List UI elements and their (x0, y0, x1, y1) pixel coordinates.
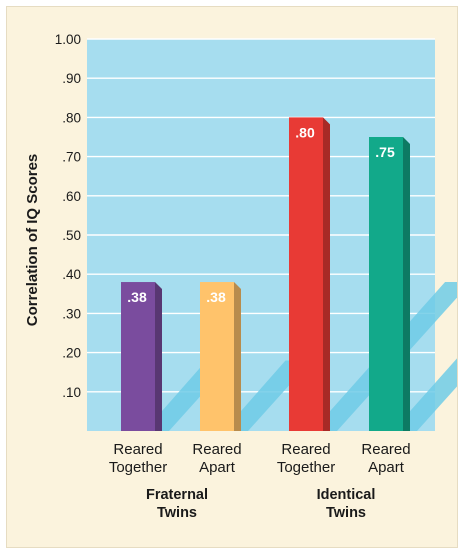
category-label: Reared (192, 441, 241, 458)
y-tick-label: .30 (62, 306, 81, 321)
data-label: .80 (295, 124, 315, 140)
y-tick-label: .50 (62, 228, 81, 243)
bars: .38 .38 .80 .75 (121, 117, 410, 432)
category-labels: RearedTogetherRearedApartRearedTogetherR… (109, 441, 411, 476)
bar-side (403, 137, 410, 431)
group-labels: Fraternal Twins Identical Twins (146, 487, 375, 521)
y-tick-label: 1.00 (55, 32, 81, 47)
bar-chart: .38 .38 .80 .75 .10 .20 .30 .40 .50 .60 .70 .80 .90… (24, 32, 457, 521)
bar (121, 282, 155, 431)
bar-2: .38 (200, 282, 241, 431)
bar (289, 117, 323, 432)
category-label: Reared (281, 441, 330, 458)
y-tick-label: .20 (62, 346, 81, 361)
chart-figure: .38 .38 .80 .75 .10 .20 .30 .40 .50 .60 .70 .80 .90… (6, 6, 458, 548)
bar-4: .75 (369, 137, 410, 431)
y-tick-label: .70 (62, 150, 81, 165)
y-axis-label: Correlation of IQ Scores (24, 154, 41, 327)
category-label: Reared (361, 441, 410, 458)
y-tick-label: .90 (62, 71, 81, 86)
group-label: Identical (317, 487, 376, 503)
data-label: .75 (375, 144, 395, 160)
category-label: Together (277, 459, 335, 476)
bar-side (323, 117, 330, 432)
y-tick-label: .10 (62, 385, 81, 400)
group-label: Twins (157, 505, 197, 521)
bar-3: .80 (289, 117, 330, 432)
bar (200, 282, 234, 431)
category-label: Apart (199, 459, 236, 476)
y-tick-label: .60 (62, 189, 81, 204)
y-tick-label: .80 (62, 110, 81, 125)
data-label: .38 (127, 289, 147, 305)
y-tick-labels: .10 .20 .30 .40 .50 .60 .70 .80 .90 1.00 (55, 32, 81, 400)
category-label: Reared (113, 441, 162, 458)
group-label: Twins (326, 505, 366, 521)
group-label: Fraternal (146, 487, 208, 503)
bar (369, 137, 403, 431)
bar-side (234, 282, 241, 431)
category-label: Apart (368, 459, 405, 476)
y-tick-label: .40 (62, 267, 81, 282)
category-label: Together (109, 459, 167, 476)
bar-shadow (403, 358, 457, 431)
bar-1: .38 (121, 282, 162, 431)
data-label: .38 (206, 289, 226, 305)
bar-side (155, 282, 162, 431)
